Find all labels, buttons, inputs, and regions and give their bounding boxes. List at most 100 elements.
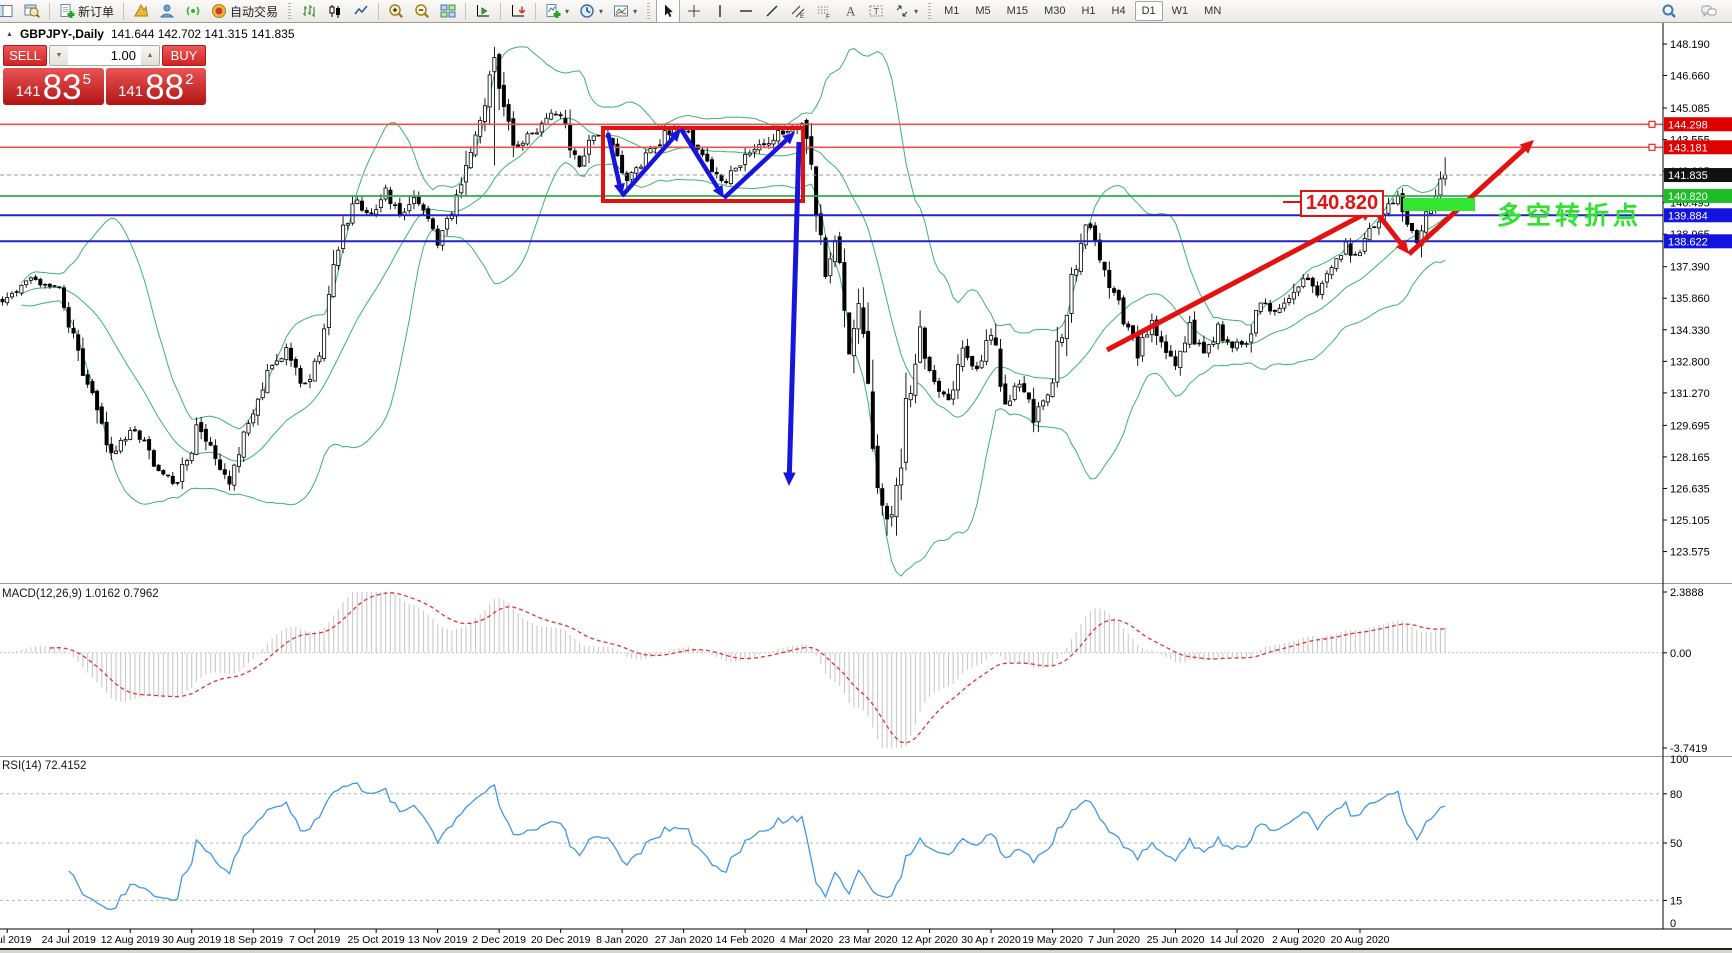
cursor-button[interactable] bbox=[656, 0, 681, 23]
candle-chart-icon bbox=[327, 3, 343, 19]
fibonacci-button[interactable]: F bbox=[812, 0, 836, 23]
timeframe-m30-button[interactable]: M30 bbox=[1044, 5, 1066, 17]
svg-text:24 Jul 2019: 24 Jul 2019 bbox=[42, 934, 96, 946]
panels-icon bbox=[0, 3, 14, 19]
sell-button[interactable]: SELL bbox=[3, 45, 47, 66]
timeframe-w1-button[interactable]: W1 bbox=[1171, 5, 1189, 17]
auto-scroll-icon bbox=[510, 3, 526, 19]
annotation-turning-point-text[interactable]: 多空转折点 bbox=[1497, 202, 1643, 230]
indicators-button[interactable]: ▾ bbox=[541, 0, 573, 23]
chart-shift-button[interactable] bbox=[471, 0, 495, 23]
level-handle[interactable] bbox=[1648, 120, 1656, 128]
volume-decrease-button[interactable]: ▼ bbox=[50, 46, 68, 65]
window-bottom-edge bbox=[0, 947, 1732, 953]
timeframe-m5-button[interactable]: M5 bbox=[975, 5, 991, 17]
timeframe-m15-button[interactable]: M15 bbox=[1006, 5, 1029, 17]
arrows-button[interactable]: ▾ bbox=[890, 0, 922, 23]
crosshair-button[interactable] bbox=[682, 0, 706, 23]
timeframe-h1-button[interactable]: H1 bbox=[1081, 5, 1096, 17]
bar-chart-button[interactable] bbox=[297, 0, 321, 23]
annotation-blue-drop-arrow[interactable] bbox=[783, 141, 802, 486]
buy-button[interactable]: BUY bbox=[162, 45, 206, 66]
timeframe-m1-button[interactable]: M1 bbox=[944, 5, 960, 17]
templates-button[interactable]: ▾ bbox=[609, 0, 641, 23]
vertical-line-icon bbox=[712, 3, 728, 19]
svg-text:-3.7419: -3.7419 bbox=[1670, 743, 1707, 755]
vertical-line-button[interactable] bbox=[708, 0, 732, 23]
svg-text:123.575: 123.575 bbox=[1670, 547, 1710, 559]
candlesticks bbox=[0, 46, 1448, 536]
panels-button[interactable] bbox=[0, 0, 18, 23]
toolbar-right-icons bbox=[1662, 0, 1722, 23]
dropdown-caret-icon[interactable]: ▾ bbox=[633, 6, 638, 16]
periods-button[interactable]: ▾ bbox=[575, 0, 607, 23]
market-watch-button[interactable] bbox=[20, 0, 44, 23]
symbol-period-label: GBPJPY-,Daily bbox=[19, 27, 104, 41]
horizontal-line-button[interactable] bbox=[734, 0, 758, 23]
svg-text:12 Apr 2020: 12 Apr 2020 bbox=[901, 934, 958, 946]
annotation-blue-arrow[interactable] bbox=[620, 129, 681, 198]
svg-text:141.835: 141.835 bbox=[1668, 170, 1708, 182]
search-button[interactable] bbox=[1657, 0, 1681, 23]
market-watch-icon bbox=[24, 3, 40, 19]
metaquotes-button[interactable] bbox=[129, 0, 153, 23]
autotrading-button[interactable]: 自动交易 bbox=[207, 0, 282, 23]
metaquotes-icon bbox=[133, 3, 149, 19]
svg-text:145.085: 145.085 bbox=[1670, 103, 1710, 115]
cursor-icon bbox=[660, 3, 676, 19]
dropdown-caret-icon[interactable]: ▾ bbox=[565, 6, 570, 16]
new-order-button[interactable]: 新订单 bbox=[55, 0, 118, 23]
svg-text:50: 50 bbox=[1670, 838, 1682, 850]
svg-text:100: 100 bbox=[1670, 754, 1688, 766]
annotation-red-trend-arrow[interactable] bbox=[1105, 209, 1374, 353]
annotation-blue-arrow[interactable] bbox=[722, 132, 795, 200]
svg-text:25 Oct 2019: 25 Oct 2019 bbox=[348, 934, 405, 946]
trendline-button[interactable] bbox=[760, 0, 784, 23]
zoom-in-button[interactable] bbox=[384, 0, 408, 23]
svg-text:2.3888: 2.3888 bbox=[1670, 587, 1704, 599]
timeframe-h4-button[interactable]: H4 bbox=[1111, 5, 1126, 17]
annotation-price-label[interactable]: 140.820 bbox=[1300, 190, 1384, 217]
level-handle[interactable] bbox=[1648, 143, 1656, 151]
expert-advisor-button[interactable] bbox=[155, 0, 179, 23]
signals-button[interactable] bbox=[181, 0, 205, 23]
svg-text:14 Jul 2020: 14 Jul 2020 bbox=[1210, 934, 1264, 946]
chat-button[interactable] bbox=[1697, 0, 1721, 23]
svg-text:126.635: 126.635 bbox=[1670, 483, 1710, 495]
sell-price-panel[interactable]: 141 83 5 bbox=[3, 68, 104, 105]
buy-price-panel[interactable]: 141 88 2 bbox=[105, 68, 206, 105]
chart-shift-icon bbox=[475, 3, 491, 19]
dropdown-caret-icon[interactable]: ▾ bbox=[599, 6, 604, 16]
dropdown-caret-icon[interactable]: ▾ bbox=[914, 6, 919, 16]
text-label-button[interactable]: T bbox=[864, 0, 888, 23]
svg-text:4 Mar 2020: 4 Mar 2020 bbox=[780, 934, 833, 946]
expand-triangle-icon[interactable]: ▲ bbox=[6, 30, 13, 38]
autotrading-label: 自动交易 bbox=[230, 4, 279, 19]
text-button[interactable]: A bbox=[838, 0, 862, 23]
tile-windows-button[interactable] bbox=[436, 0, 460, 23]
annotation-consolidation-box[interactable] bbox=[601, 126, 805, 203]
timeframe-d1-button[interactable]: D1 bbox=[1134, 1, 1163, 21]
annotation-blue-arrow[interactable] bbox=[679, 127, 724, 198]
svg-text:125.105: 125.105 bbox=[1670, 515, 1710, 527]
auto-scroll-button[interactable] bbox=[506, 0, 530, 23]
buy-price-prefix: 141 bbox=[118, 83, 144, 100]
annotation-highlight-rect[interactable] bbox=[1403, 198, 1475, 211]
chart-canvas[interactable]: 148.190146.660145.085143.555142.025140.4… bbox=[0, 23, 1732, 953]
svg-text:15: 15 bbox=[1670, 895, 1682, 907]
sell-price-sup: 5 bbox=[82, 71, 91, 88]
svg-text:144.298: 144.298 bbox=[1668, 119, 1708, 131]
volume-input[interactable] bbox=[68, 46, 141, 65]
svg-text:139.884: 139.884 bbox=[1668, 210, 1708, 222]
candle-chart-button[interactable] bbox=[323, 0, 347, 23]
volume-increase-button[interactable]: ▲ bbox=[141, 46, 159, 65]
equidistant-channel-button[interactable]: E bbox=[786, 0, 810, 23]
zoom-out-button[interactable] bbox=[410, 0, 434, 23]
line-chart-button[interactable] bbox=[349, 0, 373, 23]
timeframe-mn-button[interactable]: MN bbox=[1204, 5, 1222, 17]
svg-text:148.190: 148.190 bbox=[1670, 39, 1710, 51]
buy-price-sup: 2 bbox=[185, 71, 194, 88]
price-axis[interactable]: 148.190146.660145.085143.555142.025140.4… bbox=[1663, 39, 1732, 559]
macd-histogram bbox=[16, 592, 1446, 748]
